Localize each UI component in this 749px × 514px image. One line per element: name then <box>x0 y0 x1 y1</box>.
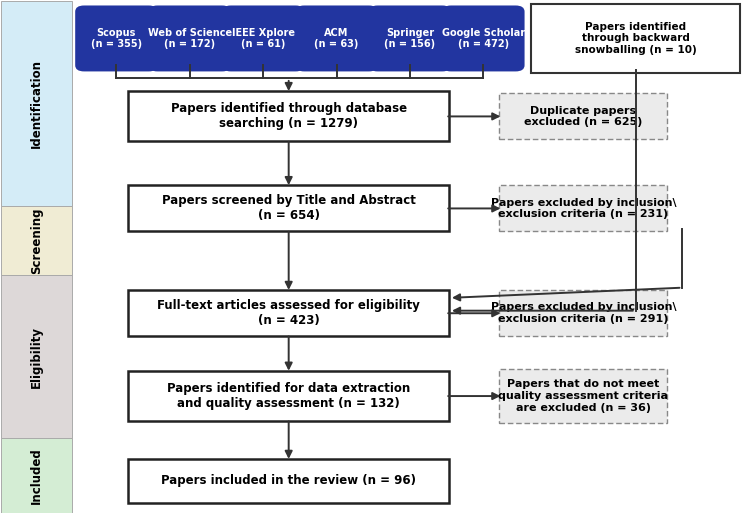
FancyBboxPatch shape <box>128 371 449 421</box>
FancyBboxPatch shape <box>500 290 667 336</box>
Text: Springer
(n = 156): Springer (n = 156) <box>384 28 435 49</box>
FancyBboxPatch shape <box>531 4 740 73</box>
Text: Identification: Identification <box>30 59 43 148</box>
Bar <box>1 438 73 512</box>
Bar <box>1 206 73 275</box>
Text: Scopus
(n = 355): Scopus (n = 355) <box>91 28 142 49</box>
Bar <box>1 2 73 206</box>
Text: Screening: Screening <box>30 207 43 273</box>
FancyBboxPatch shape <box>128 186 449 231</box>
Text: Included: Included <box>30 447 43 504</box>
Text: Duplicate papers
excluded (n = 625): Duplicate papers excluded (n = 625) <box>524 105 643 127</box>
Text: Papers excluded by inclusion\
exclusion criteria (n = 231): Papers excluded by inclusion\ exclusion … <box>491 198 676 219</box>
FancyBboxPatch shape <box>128 91 449 141</box>
Text: Papers excluded by inclusion\
exclusion criteria (n = 291): Papers excluded by inclusion\ exclusion … <box>491 302 676 324</box>
Text: Papers screened by Title and Abstract
(n = 654): Papers screened by Title and Abstract (n… <box>162 194 416 223</box>
Bar <box>1 275 73 438</box>
Text: Papers included in the review (n = 96): Papers included in the review (n = 96) <box>161 474 416 487</box>
Text: ACM
(n = 63): ACM (n = 63) <box>315 28 359 49</box>
FancyBboxPatch shape <box>500 94 667 139</box>
FancyBboxPatch shape <box>148 6 231 71</box>
Text: Papers identified for data extraction
and quality assessment (n = 132): Papers identified for data extraction an… <box>167 382 410 410</box>
Text: Full-text articles assessed for eligibility
(n = 423): Full-text articles assessed for eligibil… <box>157 299 420 327</box>
FancyBboxPatch shape <box>128 459 449 503</box>
Text: Google Scholar
(n = 472): Google Scholar (n = 472) <box>442 28 525 49</box>
FancyBboxPatch shape <box>295 6 377 71</box>
FancyBboxPatch shape <box>500 369 667 423</box>
Text: IEEE Xplore
(n = 61): IEEE Xplore (n = 61) <box>231 28 294 49</box>
FancyBboxPatch shape <box>222 6 304 71</box>
Text: Web of Science
(n = 172): Web of Science (n = 172) <box>148 28 232 49</box>
FancyBboxPatch shape <box>442 6 524 71</box>
Text: Papers identified
through backward
snowballing (n = 10): Papers identified through backward snowb… <box>574 22 697 55</box>
Text: Eligibility: Eligibility <box>30 326 43 388</box>
FancyBboxPatch shape <box>128 290 449 336</box>
Text: Papers that do not meet
quality assessment criteria
are excluded (n = 36): Papers that do not meet quality assessme… <box>498 379 668 413</box>
FancyBboxPatch shape <box>75 6 158 71</box>
FancyBboxPatch shape <box>500 186 667 231</box>
FancyBboxPatch shape <box>369 6 451 71</box>
Text: Papers identified through database
searching (n = 1279): Papers identified through database searc… <box>171 102 407 131</box>
